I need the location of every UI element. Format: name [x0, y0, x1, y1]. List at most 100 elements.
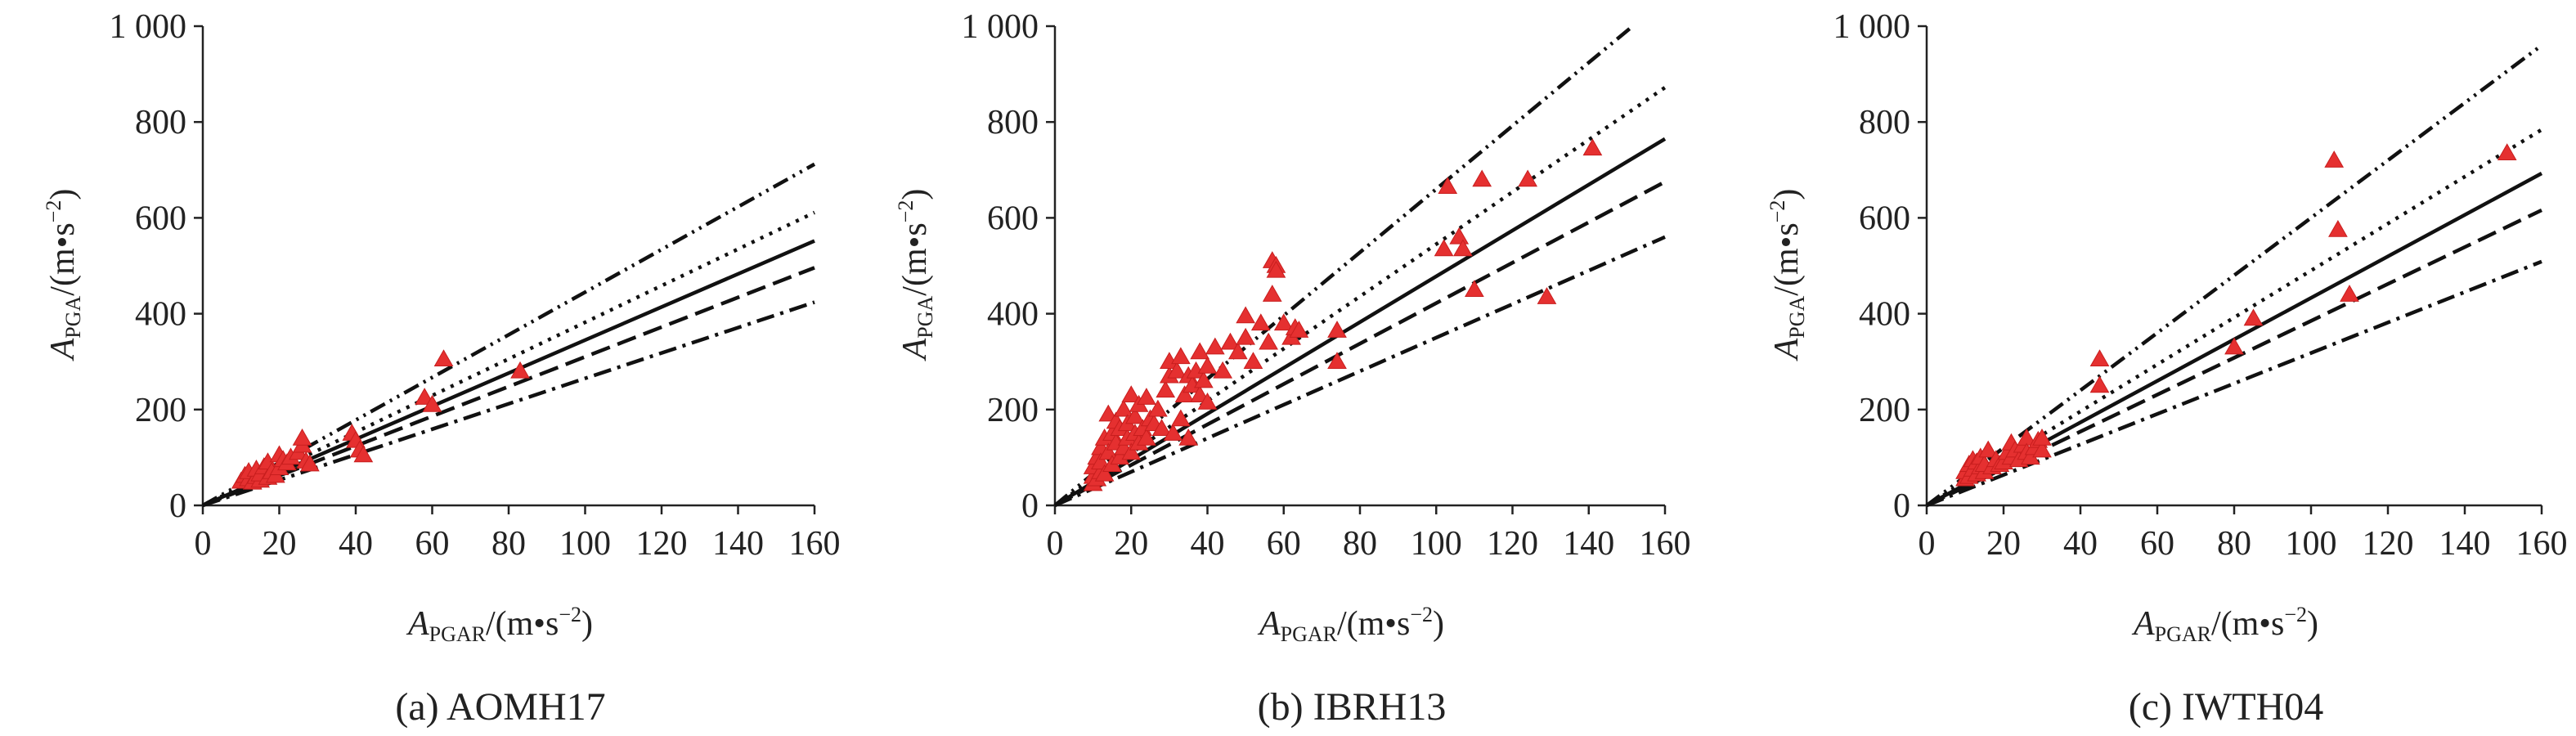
y-axis-label-main: A: [44, 338, 82, 361]
data-point: [1236, 327, 1255, 345]
data-point: [292, 428, 312, 446]
y-tick-label: 0: [1893, 487, 1910, 525]
data-point: [1156, 380, 1176, 398]
data-point: [1537, 287, 1557, 304]
data-point: [1121, 442, 1142, 460]
x-axis-label: APGAR/(m•s−2): [406, 603, 593, 646]
data-point: [1243, 352, 1263, 369]
data-point: [1151, 419, 1172, 436]
data-point: [2497, 143, 2517, 161]
x-axis-label-exp: −2: [2284, 603, 2307, 626]
data-point: [2224, 337, 2244, 355]
y-axis-label: APGA/(m•s−2): [1766, 189, 1809, 362]
y-tick-label: 600: [1859, 200, 1910, 237]
x-tick-label: 100: [2286, 525, 2337, 563]
data-point: [1327, 321, 1347, 338]
data-point: [1167, 361, 1187, 379]
x-tick-label: 0: [1047, 525, 1064, 563]
data-point: [2328, 220, 2348, 237]
x-tick-label: 100: [1411, 525, 1462, 563]
x-tick-label: 20: [263, 525, 297, 563]
data-point: [1114, 399, 1133, 417]
x-tick-label: 120: [636, 525, 688, 563]
data-point: [353, 445, 374, 463]
data-point: [1098, 442, 1119, 460]
data-point: [1190, 342, 1210, 360]
data-point: [1148, 399, 1168, 417]
x-tick-label: 140: [2439, 525, 2491, 563]
x-tick-label: 40: [339, 525, 373, 563]
x-tick-label: 140: [1563, 525, 1614, 563]
x-tick-label: 40: [1191, 525, 1225, 563]
x-axis-label-close: ): [581, 605, 593, 643]
data-point: [1213, 361, 1233, 379]
line-solid: [202, 239, 815, 508]
x-tick-label: 100: [559, 525, 611, 563]
panel-caption: (a) AOMH17: [395, 685, 605, 729]
data-point: [1518, 169, 1538, 187]
data-point: [1174, 385, 1195, 402]
x-tick-label: 160: [1640, 525, 1691, 563]
panel-caption: (b) IBRH13: [1258, 685, 1447, 729]
data-point: [1125, 406, 1145, 424]
data-point: [1465, 280, 1484, 298]
data-point: [1091, 452, 1111, 470]
y-axis-label-sub: PGA: [1785, 295, 1809, 338]
data-point: [1190, 385, 1210, 402]
data-point: [1220, 332, 1241, 350]
data-point: [1163, 424, 1183, 441]
data-point: [1197, 393, 1218, 410]
data-point: [1978, 440, 1999, 458]
data-point: [1137, 428, 1156, 446]
data-point: [1259, 332, 1278, 350]
y-tick-label: 400: [135, 296, 186, 334]
data-point: [1094, 464, 1115, 482]
x-tick-label: 60: [2140, 525, 2174, 563]
x-tick-label: 20: [1114, 525, 1148, 563]
y-axis-label-exp: −2: [894, 200, 918, 223]
y-axis-label-main: A: [896, 338, 934, 361]
x-axis-label-main: A: [406, 605, 429, 643]
data-point: [422, 394, 442, 412]
y-tick-label: 1 000: [1833, 8, 1911, 46]
data-point: [2324, 150, 2345, 168]
data-point: [1098, 404, 1119, 422]
panel-caption: (c) IWTH04: [2129, 685, 2324, 729]
y-axis-label: APGA/(m•s−2): [42, 189, 85, 362]
x-axis-label-main: A: [1257, 605, 1281, 643]
data-point: [1266, 260, 1286, 278]
x-axis-label-sub: PGAR: [1281, 622, 1338, 646]
data-point: [1472, 169, 1492, 187]
data-point: [1171, 347, 1191, 365]
data-point: [433, 349, 454, 367]
y-axis-label-close: ): [1768, 189, 1806, 200]
y-axis-label-exp: −2: [1766, 200, 1789, 223]
x-tick-label: 40: [2063, 525, 2098, 563]
data-point: [1453, 239, 1473, 257]
x-axis-label-sub: PGAR: [429, 622, 487, 646]
data-point: [2089, 349, 2110, 367]
x-axis-label-unit: /(m•s: [486, 605, 559, 643]
x-axis-label-unit: /(m•s: [2211, 605, 2284, 643]
data-point: [1121, 385, 1142, 402]
y-tick-label: 200: [135, 392, 186, 429]
y-axis-label-sub: PGA: [913, 295, 937, 338]
y-axis-label-sub: PGA: [61, 295, 85, 338]
y-tick-label: 200: [987, 392, 1039, 429]
line-dashed: [202, 266, 815, 508]
data-point: [300, 454, 320, 472]
panel-3: 0 20 40 60 80 100 120 140 160 0 200 400 600 800 1 000 A…: [1766, 8, 2568, 729]
y-tick-label: 800: [1859, 104, 1910, 141]
y-tick-label: 800: [135, 104, 186, 141]
y-axis-label-close: ): [44, 189, 82, 200]
data-point: [415, 388, 435, 405]
x-tick-label: 20: [1986, 525, 2021, 563]
data-point: [1273, 313, 1294, 331]
y-axis-label-exp: −2: [42, 200, 65, 223]
x-tick-label: 160: [789, 525, 841, 563]
y-axis-label: APGA/(m•s−2): [894, 189, 937, 362]
x-tick-label: 120: [1487, 525, 1538, 563]
x-axis-label-close: ): [1433, 605, 1444, 643]
data-point: [510, 361, 530, 379]
y-axis-label-main: A: [1768, 338, 1806, 361]
